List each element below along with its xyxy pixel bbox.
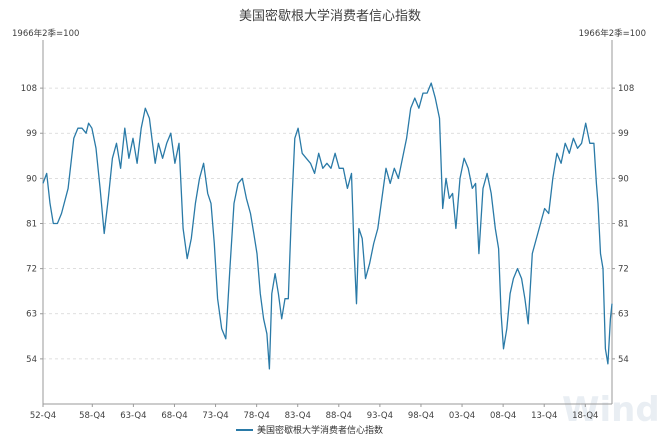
x-tick-label: 58-Q4 [79,411,105,421]
left-y-axis: 54 63 72 81 90 99 108 [21,40,44,404]
y-tick-label: 54 [26,355,37,365]
x-tick-label: 98-Q4 [408,411,434,421]
y-tick-label: 90 [618,174,629,184]
left-axis-unit-label: 1966年2季=100 [12,28,79,39]
x-tick-label: 93-Q4 [367,411,393,421]
y-tick-label: 99 [618,129,629,139]
x-tick-label: 18-Q4 [572,411,598,421]
y-tick-label: 99 [26,129,37,139]
legend: 美国密歇根大学消费者信心指数 [236,424,383,436]
x-tick-label: 83-Q4 [285,411,311,421]
y-tick-label: 81 [618,219,629,229]
y-tick-label: 63 [26,310,37,320]
right-axis-unit-label: 1966年2季=100 [579,28,646,39]
series-group [42,82,613,370]
legend-label: 美国密歇根大学消费者信心指数 [257,424,383,436]
watermark: Wind [562,390,659,430]
y-tick-label: 81 [26,219,37,229]
x-tick-label: 52-Q4 [30,411,56,421]
x-tick-label: 08-Q4 [490,411,516,421]
y-tick-label: 90 [26,174,37,184]
y-tick-label: 54 [618,355,629,365]
right-y-axis: 54 63 72 81 90 99 108 [611,40,634,404]
x-tick-label: 03-Q4 [449,411,475,421]
x-tick-label: 13-Q4 [531,411,557,421]
x-tick-label: 88-Q4 [326,411,352,421]
x-tick-label: 63-Q4 [120,411,146,421]
y-tick-label: 108 [618,84,634,94]
series-line [42,82,613,370]
chart-title: 美国密歇根大学消费者信心指数 [239,8,421,24]
y-tick-label: 108 [21,84,37,94]
y-tick-label: 63 [618,310,629,320]
gridlines [43,87,612,360]
x-tick-label: 78-Q4 [243,411,269,421]
y-tick-label: 72 [618,265,629,275]
x-tick-label: 73-Q4 [202,411,228,421]
x-axis: 52-Q4 58-Q4 63-Q4 68-Q4 73-Q4 78-Q4 83-Q4 88-Q4… [30,403,612,421]
y-tick-label: 72 [26,265,37,275]
x-tick-label: 68-Q4 [161,411,187,421]
